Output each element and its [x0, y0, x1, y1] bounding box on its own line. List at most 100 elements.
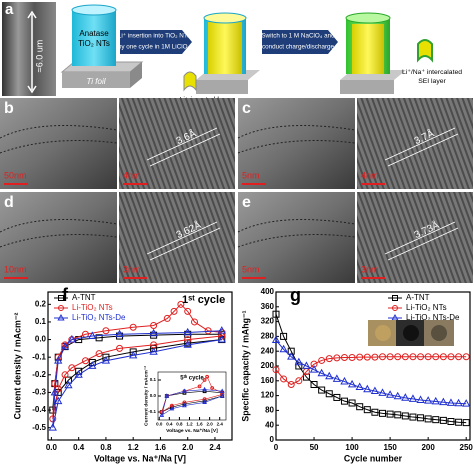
marker	[394, 411, 402, 419]
marker	[348, 353, 356, 361]
marker	[454, 398, 463, 407]
marker	[88, 331, 97, 339]
photo-inset	[368, 320, 454, 346]
marker	[432, 353, 440, 361]
legend-marker	[57, 313, 65, 321]
nanotube-top	[345, 12, 391, 24]
hrtem-image	[119, 98, 235, 189]
nanotube-label: TiO₂ NTs	[78, 39, 110, 48]
marker	[379, 409, 387, 417]
x-tick-label: 2.0	[206, 422, 213, 427]
scale-label: 5nm	[242, 264, 260, 274]
panel-a: a ≈6.0 um Ti foil Anatase TiO₂ NTs Li⁺ i…	[2, 1, 462, 104]
marker	[67, 334, 76, 343]
marker	[51, 380, 59, 388]
scale-label: 5nm	[242, 170, 260, 180]
fringe-marker	[384, 221, 456, 255]
marker	[318, 386, 326, 394]
hrtem-image	[357, 98, 473, 189]
marker	[424, 415, 432, 423]
legend-marker	[58, 305, 64, 311]
legend-marker	[392, 305, 398, 311]
marker	[333, 393, 341, 401]
sem-scale: ≈6.0 um	[34, 40, 44, 72]
series-line	[275, 314, 467, 424]
tem-image	[238, 192, 355, 283]
arrow-heads	[27, 10, 37, 94]
marker	[439, 353, 447, 361]
y-tick-label: 80	[265, 406, 274, 415]
marker	[401, 353, 409, 361]
marker	[295, 362, 303, 370]
chart: 0 50 100 150 200 250 0 40 80 120 160 200 240 280 320 36…	[240, 285, 473, 464]
y-tick-label: 0.1	[35, 317, 47, 326]
marker	[74, 370, 83, 378]
panel-label: b	[4, 100, 14, 117]
layer-label: Li⁺/Na⁺ intercalated	[402, 69, 462, 76]
marker	[116, 344, 124, 352]
marker	[129, 348, 137, 356]
x-axis-label: Voltage vs. Na⁺/Na [V]	[166, 428, 218, 434]
y-tick-label: 120	[261, 391, 275, 400]
marker	[170, 307, 178, 315]
marker	[417, 353, 425, 361]
marker	[409, 413, 417, 421]
x-tick-label: 250	[460, 443, 474, 452]
y-tick-label: 0.0	[35, 335, 47, 344]
marker	[378, 388, 387, 396]
x-tick-label: 0.4	[166, 422, 173, 427]
y-tick-label: 240	[261, 346, 275, 355]
marker	[272, 366, 280, 374]
panel-label: c	[242, 100, 251, 117]
marker	[102, 327, 110, 335]
marker	[371, 408, 379, 416]
marker	[287, 347, 295, 355]
marker	[217, 334, 226, 343]
y-tick-label: -0.1	[148, 409, 156, 414]
nanotube-top	[71, 4, 117, 16]
x-tick-label: 0.0	[156, 422, 163, 427]
legend-label: Li-TiO₂ NTs-De	[406, 313, 460, 322]
marker	[447, 418, 455, 425]
marker	[68, 364, 76, 372]
layer-icon	[417, 39, 433, 63]
step-text: by one cycle in 1M LiClO₄	[118, 44, 191, 51]
marker	[163, 314, 171, 322]
marker	[217, 326, 226, 334]
legend-label: A-TNT	[406, 293, 430, 302]
hrtem-image	[119, 192, 235, 283]
x-tick-label: 2.0	[182, 443, 194, 452]
marker	[386, 353, 394, 361]
marker	[61, 371, 69, 379]
marker	[54, 356, 63, 364]
marker	[446, 398, 456, 406]
scale-label: 3nm	[123, 264, 141, 274]
y-tick-label: 200	[261, 361, 275, 370]
marker	[220, 392, 225, 397]
legend-marker	[392, 295, 398, 301]
marker	[455, 353, 463, 361]
nanotube-label: Anatase	[79, 29, 109, 38]
chart: 0.0 0.4 0.8 1.2 1.6 2.0 2.40.20.10.0-0.1-0.2-0…	[12, 285, 233, 464]
marker	[150, 321, 158, 329]
y-tick-label: 360	[261, 302, 275, 311]
marker	[348, 399, 356, 407]
marker	[408, 394, 418, 402]
scale-label: 50nm	[4, 170, 27, 180]
layer-label: SEI layer	[418, 78, 446, 85]
marker	[462, 419, 470, 427]
marker	[184, 336, 192, 344]
marker	[431, 396, 440, 405]
marker	[347, 379, 357, 388]
y-tick-label: 160	[261, 376, 275, 385]
interface-line	[237, 140, 356, 154]
scale-label: 10nm	[4, 264, 27, 274]
marker	[54, 396, 63, 405]
nanotube	[72, 10, 116, 66]
marker	[363, 353, 371, 361]
marker	[169, 406, 175, 411]
marker	[439, 416, 447, 424]
substrate-label: Ti foil	[86, 77, 105, 86]
foil-front	[196, 80, 248, 94]
